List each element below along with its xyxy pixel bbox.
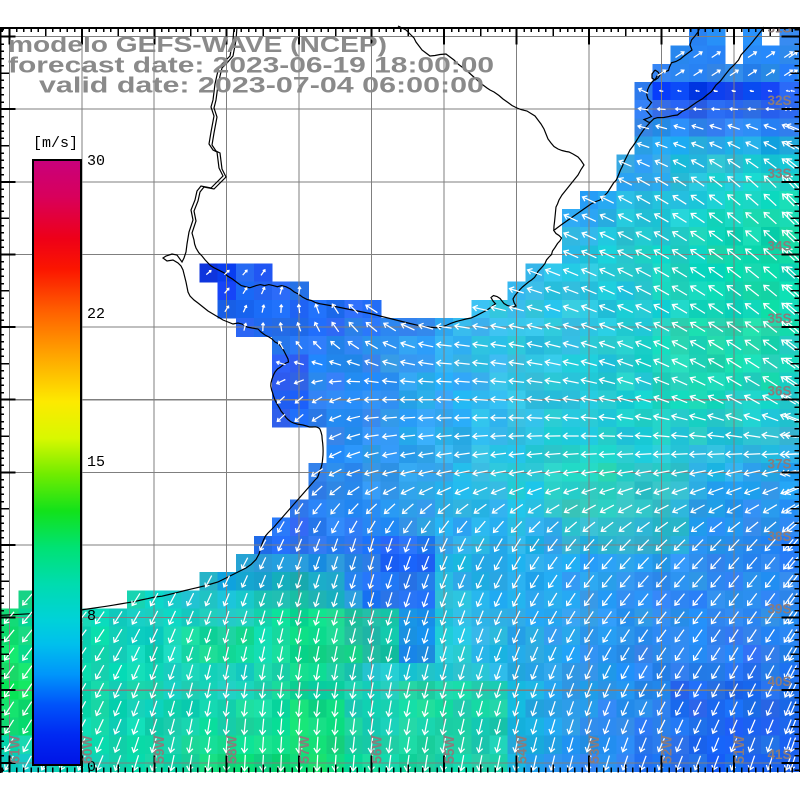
svg-text:59W: 59W [152,735,167,763]
svg-text:22: 22 [87,306,105,323]
svg-text:30: 30 [87,153,105,170]
svg-text:54W: 54W [515,735,530,763]
svg-text:61W: 61W [7,735,22,763]
svg-text:32S: 32S [767,93,791,108]
svg-text:38S: 38S [767,529,791,544]
svg-text:57W: 57W [297,735,312,763]
svg-text:41S: 41S [767,747,791,762]
svg-text:51W: 51W [732,735,747,763]
svg-text:40S: 40S [767,674,791,689]
svg-text:34S: 34S [767,239,791,254]
svg-text:58W: 58W [225,735,240,763]
svg-text:52W: 52W [660,735,675,763]
svg-text:36S: 36S [767,384,791,399]
svg-text:37S: 37S [767,456,791,471]
svg-text:53W: 53W [587,735,602,763]
svg-text:33S: 33S [767,166,791,181]
svg-text:56W: 56W [370,735,385,763]
svg-text:15: 15 [87,454,105,471]
svg-text:35S: 35S [767,311,791,326]
svg-text:55W: 55W [442,735,457,763]
svg-text:[m/s]: [m/s] [33,135,78,152]
svg-text:8: 8 [87,608,96,625]
svg-text:39S: 39S [767,602,791,617]
svg-text:valid date: 2023-07-04 06:00:0: valid date: 2023-07-04 06:00:00 [39,73,484,98]
svg-text:60W: 60W [80,735,95,763]
